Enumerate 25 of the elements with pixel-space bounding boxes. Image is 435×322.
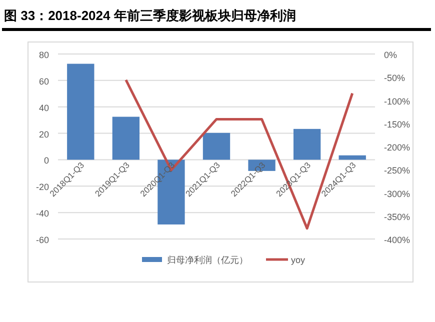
y-tick-label: 0 (44, 156, 49, 166)
chart-title: 图 33：2018-2024 年前三季度影视板块归母净利润 (4, 8, 296, 23)
bar (112, 116, 140, 160)
y-tick-label: -20 (36, 182, 49, 192)
y2-tick-label: -400% (384, 235, 410, 245)
y-tick-label: 40 (38, 102, 49, 113)
y-tick-label: 60 (38, 76, 49, 86)
legend-label: yoy (291, 255, 306, 265)
y2-tick-label: -50% (384, 73, 406, 84)
y2-tick-label: -100% (384, 96, 410, 106)
y-tick-label: -60 (36, 235, 49, 245)
y2-tick-label: -250% (384, 166, 410, 176)
bar (67, 64, 94, 160)
y2-tick-label: -350% (384, 212, 410, 222)
bar (293, 128, 321, 160)
y2-tick-label: -200% (384, 142, 410, 152)
y2-tick-label: -150% (384, 119, 410, 130)
y2-tick-label: -300% (384, 188, 410, 199)
y-tick-label: -40 (36, 208, 49, 219)
legend-label: 归母净利润（亿元） (167, 255, 248, 265)
y-tick-label: 80 (38, 50, 49, 60)
bar (202, 132, 230, 160)
y2-tick-label: 0% (384, 50, 398, 60)
y-tick-label: 20 (38, 129, 49, 140)
bar (338, 155, 366, 160)
